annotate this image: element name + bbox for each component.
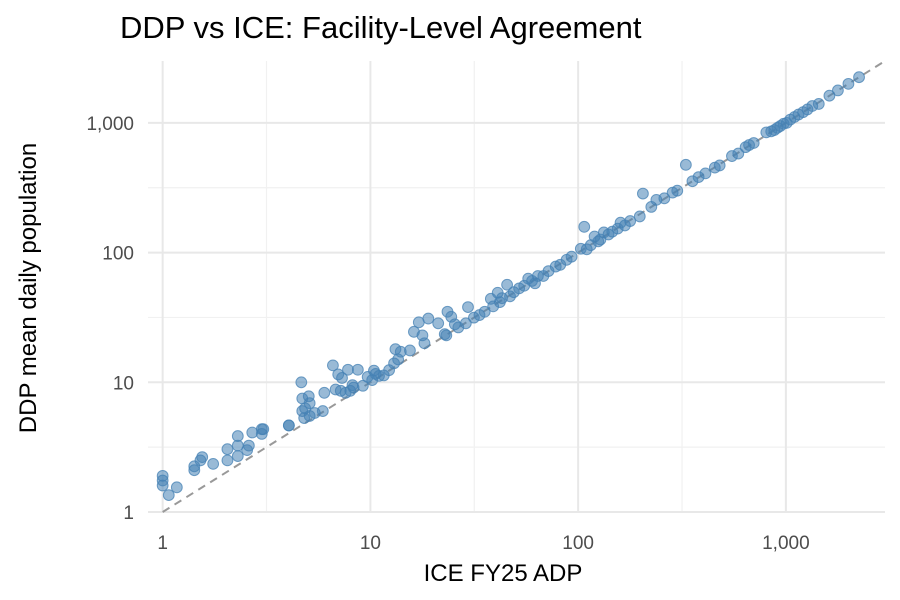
data-point [336, 372, 348, 384]
data-point [207, 457, 220, 470]
data-point [295, 376, 308, 389]
chart-title: DDP vs ICE: Facility-Level Agreement [120, 10, 642, 45]
y-tick-label: 1 [123, 503, 134, 524]
data-point [327, 359, 339, 372]
data-point [162, 489, 175, 501]
data-point [578, 220, 591, 233]
data-point [459, 317, 472, 330]
data-point [351, 363, 364, 376]
x-tick-label: 100 [562, 533, 594, 554]
x-tick-label: 10 [360, 533, 381, 554]
data-point [713, 159, 726, 172]
data-point [699, 167, 712, 180]
data-point [221, 454, 234, 467]
data-point [196, 451, 209, 464]
data-point [832, 84, 844, 97]
data-point [823, 89, 836, 102]
data-point [221, 443, 234, 456]
data-point [637, 187, 649, 200]
x-tick-label: 1,000 [762, 533, 810, 554]
tick-labels: 1 10 100 1,000 1 10 100 1,000 [86, 114, 809, 554]
gridlines [148, 61, 885, 513]
data-point [316, 405, 329, 417]
data-point [812, 98, 825, 110]
data-point [565, 250, 578, 263]
y-axis-title: DDP mean daily population [15, 143, 42, 433]
x-tick-label: 1 [157, 533, 168, 554]
data-point [318, 386, 331, 399]
data-point [679, 158, 692, 171]
data-point [242, 439, 255, 452]
data-point [853, 71, 865, 84]
y-tick-label: 10 [113, 373, 134, 394]
data-point [732, 147, 745, 160]
data-point [418, 337, 431, 350]
data-point [282, 419, 295, 432]
data-point [156, 479, 169, 492]
data-point [170, 481, 183, 494]
x-axis-title: ICE FY25 ADP [424, 560, 583, 587]
data-point [342, 363, 354, 376]
y-tick-label: 1,000 [86, 114, 134, 135]
data-point [671, 184, 684, 197]
data-point [658, 192, 671, 205]
data-point [231, 450, 244, 462]
data-point [633, 210, 646, 223]
data-point [231, 430, 244, 442]
data-point [478, 305, 491, 318]
data-points [156, 71, 865, 501]
data-point [501, 278, 513, 291]
data-point [422, 312, 435, 325]
data-point [747, 137, 760, 149]
data-point [624, 215, 637, 227]
data-point [440, 329, 453, 342]
data-point [303, 397, 316, 410]
data-point [404, 344, 416, 357]
data-point [842, 77, 855, 90]
data-point [462, 301, 474, 313]
data-point [257, 423, 270, 436]
data-point [432, 317, 445, 330]
y-tick-label: 100 [102, 244, 134, 265]
